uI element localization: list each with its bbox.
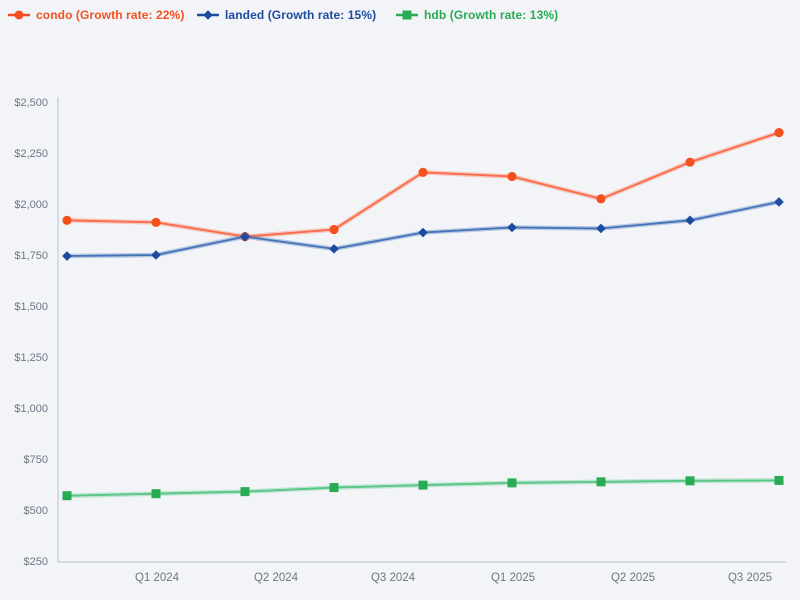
x-tick-label: Q2 2024	[254, 572, 299, 584]
legend-item-condo[interactable]: condo (Growth rate: 22%)	[8, 8, 184, 22]
y-tick-label: $250	[24, 556, 48, 568]
legend-label-landed: landed (Growth rate: 15%)	[225, 8, 377, 22]
landed-point	[774, 197, 784, 207]
hdb-point	[329, 483, 339, 493]
legend-item-landed[interactable]: landed (Growth rate: 15%)	[197, 8, 376, 22]
y-tick-label: $500	[24, 505, 48, 517]
hdb-point	[685, 476, 695, 486]
legend-label-condo: condo (Growth rate: 22%)	[36, 8, 185, 22]
y-tick-label: $1,500	[14, 301, 48, 313]
condo-point	[62, 215, 72, 225]
hdb-point	[507, 478, 517, 488]
condo-point	[685, 157, 695, 167]
x-tick-label: Q2 2025	[611, 572, 655, 584]
condo-point	[596, 194, 606, 204]
condo-point	[329, 224, 339, 235]
hdb-point	[596, 477, 606, 487]
hdb-point	[418, 480, 428, 490]
condo-legend-marker-icon	[8, 10, 30, 20]
y-tick-label: $750	[24, 454, 48, 466]
y-tick-label: $1,250	[14, 352, 48, 364]
x-tick-label: Q3 2025	[728, 572, 772, 584]
landed-point	[596, 223, 606, 234]
landed-point	[62, 251, 72, 261]
legend-item-hdb[interactable]: hdb (Growth rate: 13%)	[396, 8, 558, 22]
y-tick-label: $1,750	[14, 250, 48, 262]
hdb-legend-marker-icon	[396, 10, 418, 20]
hdb-point	[62, 491, 72, 501]
landed-point	[329, 244, 339, 254]
landed-point	[151, 250, 161, 260]
landed-legend-marker-icon	[197, 10, 219, 20]
y-tick-label: $2,250	[14, 148, 48, 160]
hdb-point	[240, 487, 250, 497]
legend-label-hdb: hdb (Growth rate: 13%)	[424, 8, 559, 22]
y-tick-label: $2,500	[14, 97, 48, 109]
chart-legend: condo (Growth rate: 22%) landed (Growth …	[0, 8, 800, 28]
x-tick-label: Q3 2024	[371, 572, 416, 584]
condo-point	[418, 167, 428, 177]
hdb-point	[774, 475, 784, 485]
y-tick-label: $1,000	[14, 403, 48, 415]
y-tick-label: $2,000	[14, 199, 48, 211]
condo-point	[774, 128, 784, 138]
x-tick-label: Q1 2024	[135, 572, 180, 584]
condo-point	[151, 217, 161, 227]
landed-point	[240, 231, 250, 242]
x-tick-label: Q1 2025	[491, 572, 535, 584]
landed-point	[507, 222, 517, 233]
landed-point	[685, 215, 695, 226]
landed-point	[418, 227, 428, 238]
hdb-point	[151, 489, 161, 499]
condo-point	[507, 171, 517, 182]
